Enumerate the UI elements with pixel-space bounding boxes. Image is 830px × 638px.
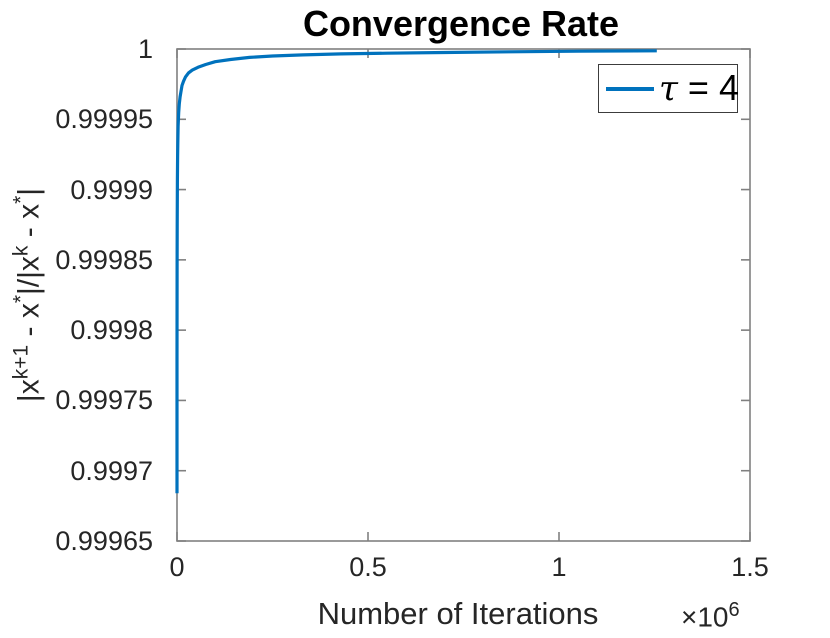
legend-label-value: = 4	[677, 67, 739, 109]
y-axis-label-superscript: k	[9, 245, 33, 257]
chart-title: Convergence Rate	[302, 3, 620, 44]
y-axis-label-text: |x	[12, 379, 46, 403]
y-tick-label: 0.99985	[55, 244, 153, 275]
y-tick-label: 1	[137, 34, 153, 64]
x-axis-multiplier-base: ×10	[681, 601, 729, 633]
y-axis-label-text: - x	[12, 203, 46, 246]
y-axis-label-text: |/|x	[12, 256, 46, 295]
y-axis-label-superscript: *	[9, 294, 33, 304]
x-tick-label: 0.5	[349, 552, 387, 582]
y-axis-label-text: - x	[12, 303, 46, 345]
legend-label: τ = 4	[659, 67, 739, 110]
y-tick-label: 0.9999	[70, 174, 153, 205]
legend: τ = 4	[598, 64, 739, 113]
x-axis-multiplier-exponent: 6	[728, 599, 740, 621]
y-axis-label: |xk+1 - x*|/|xk - x*|	[10, 188, 47, 402]
y-axis-label-text: |	[12, 187, 46, 196]
data-line-tau4	[175, 49, 657, 494]
axes-box	[176, 48, 751, 542]
y-tick-label: 0.9998	[70, 315, 153, 346]
y-axis-label-superscript: k+1	[9, 344, 33, 380]
x-tick-label: 0	[169, 552, 185, 582]
y-axis-label-superscript: *	[9, 195, 33, 204]
axis-ticks	[176, 48, 751, 542]
legend-line-sample	[606, 86, 654, 91]
x-tick-label: 1.5	[731, 552, 769, 582]
x-axis-multiplier: ×106	[681, 599, 740, 633]
y-tick-label: 0.9997	[70, 455, 153, 486]
x-axis-label: Number of Iterations	[317, 596, 599, 631]
legend-label-tau: τ	[659, 69, 678, 110]
y-tick-label: 0.99965	[55, 526, 153, 556]
y-tick-label: 0.99995	[55, 104, 153, 135]
y-tick-label: 0.99975	[55, 385, 153, 416]
x-tick-label: 1	[551, 552, 567, 582]
